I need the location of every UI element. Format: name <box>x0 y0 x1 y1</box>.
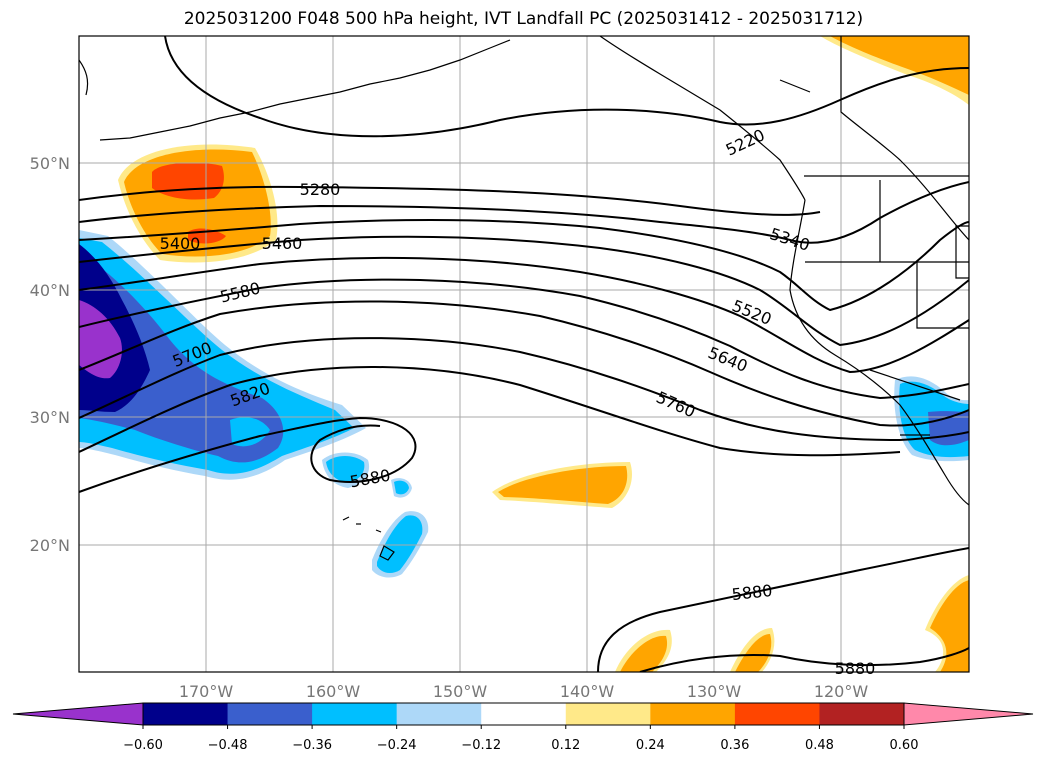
colorbar-extension-high <box>904 703 1033 725</box>
colorbar: −0.60 −0.48 −0.36 −0.24 −0.12 0.12 0.24 0.36 0.4… <box>12 702 1034 753</box>
colorbar-cell <box>734 703 820 725</box>
colorbar-ticks: −0.60 −0.48 −0.36 −0.24 −0.12 0.12 0.24 0.36 0.4… <box>123 725 918 753</box>
lon-tick-label: 130°W <box>687 682 742 701</box>
colorbar-tick-label: −0.24 <box>377 738 417 753</box>
colorbar-tick-label: 0.48 <box>805 738 834 753</box>
colorbar-cell <box>481 703 567 725</box>
lon-tick-label: 140°W <box>560 682 615 701</box>
colorbar-cell <box>650 703 736 725</box>
contour-label: 5400 <box>160 234 201 253</box>
contour-label: 5880 <box>835 659 876 678</box>
height-contours <box>79 36 969 672</box>
colorbar-tick-label: 0.36 <box>720 738 749 753</box>
coastlines <box>79 36 969 561</box>
lon-tick-label: 170°W <box>179 682 234 701</box>
contour-label: 5280 <box>300 180 341 199</box>
colorbar-cells <box>13 703 1033 725</box>
map-area <box>79 36 969 672</box>
colorbar-cell <box>227 703 313 725</box>
lon-ticks: 170°W 160°W 150°W 140°W 130°W 120°W <box>179 682 869 701</box>
contour-label: 5880 <box>731 581 773 604</box>
lon-tick-label: 150°W <box>433 682 488 701</box>
gridlines <box>79 36 969 672</box>
colorbar-extension-low <box>13 703 143 725</box>
colorbar-cell <box>143 703 229 725</box>
lat-tick-label: 40°N <box>30 281 70 300</box>
colorbar-cell <box>819 703 905 725</box>
colorbar-cell <box>565 703 651 725</box>
colorbar-tick-label: 0.24 <box>636 738 665 753</box>
colorbar-tick-label: −0.12 <box>461 738 501 753</box>
colorbar-tick-label: −0.48 <box>208 738 248 753</box>
contour-label: 5460 <box>262 234 303 253</box>
lat-tick-label: 20°N <box>30 536 70 555</box>
colorbar-cell <box>396 703 482 725</box>
colorbar-tick-label: −0.60 <box>123 738 163 753</box>
lat-tick-label: 30°N <box>30 408 70 427</box>
map-frame <box>78 35 970 673</box>
lat-ticks: 50°N 40°N 30°N 20°N <box>30 154 70 555</box>
colorbar-tick-label: 0.12 <box>551 738 580 753</box>
lat-tick-label: 50°N <box>30 154 70 173</box>
colorbar-tick-label: −0.36 <box>292 738 332 753</box>
lon-tick-label: 160°W <box>306 682 361 701</box>
lon-tick-label: 120°W <box>814 682 869 701</box>
map-title: 2025031200 F048 500 hPa height, IVT Land… <box>183 9 864 29</box>
colorbar-tick-label: 0.60 <box>890 738 919 753</box>
colorbar-cell <box>312 703 398 725</box>
